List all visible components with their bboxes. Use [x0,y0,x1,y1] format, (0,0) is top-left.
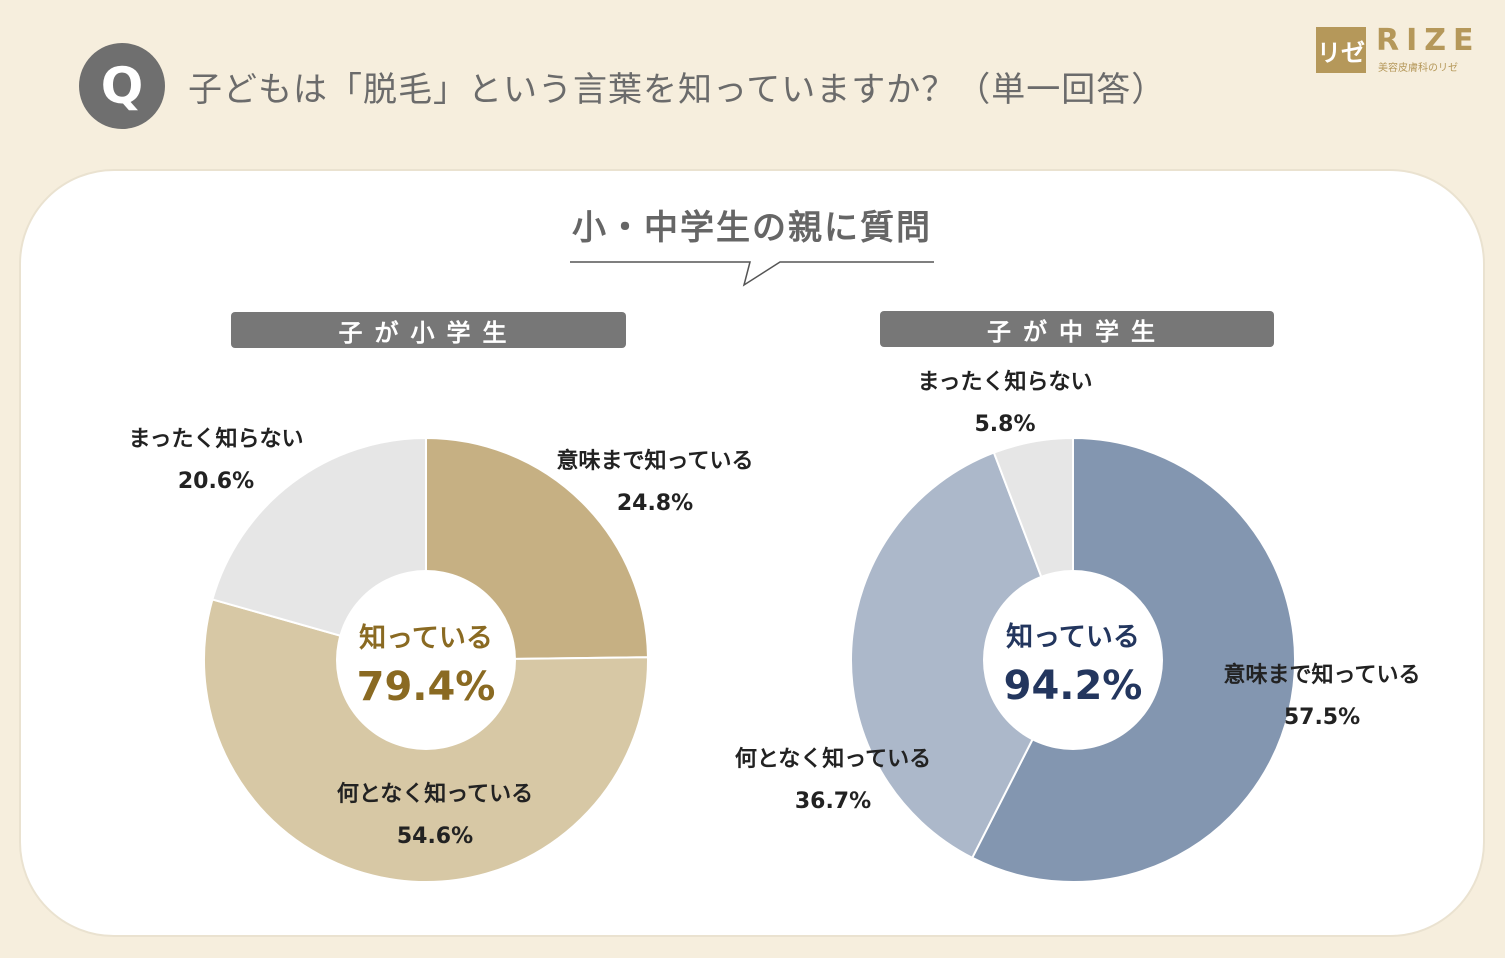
elementary-tag: 子が小学生 [231,312,626,348]
elem-center-label: 知っている [359,623,493,654]
logo-word: RIZE [1376,23,1481,58]
subtitle-bubble-line [570,261,934,287]
mid-slice-know-vaguely [850,451,1075,860]
rize-logo: リゼ RIZE 美容皮膚科のリゼ [1316,23,1480,74]
mid-know-vaguely-text: 何となく知っている [734,747,932,772]
question-title: 子どもは「脱毛」という言葉を知っていますか？（単一回答） [188,70,1167,110]
mid-center-label: 知っている [1006,622,1140,653]
elem-unknown-text: まったく知らない [128,427,304,452]
mid-unknown-text: まったく知らない [917,370,1093,395]
mid-label-know-vaguely: 何となく知っている 36.7% [735,739,931,823]
elem-know-meaning-text: 意味まで知っている [556,449,754,474]
elem-donut-hole [336,570,516,750]
mid-label-unknown: まったく知らない 5.8% [917,362,1092,446]
elem-label-unknown: まったく知らない 20.6% [128,419,303,503]
elem-label-know-vaguely: 何となく知っている 54.6% [337,774,533,858]
elem-center-value: 79.4% [356,664,496,710]
survey-subtitle: 小・中学生の親に質問 [572,208,932,248]
elem-label-know-meaning: 意味まで知っている 24.8% [557,441,754,525]
mid-know-meaning-value: 57.5% [1283,705,1361,730]
elem-know-vaguely-text: 何となく知っている [336,782,534,807]
mid-unknown-value: 5.8% [974,412,1036,437]
logo-mark: リゼ [1316,27,1366,73]
q-badge: Q [79,43,165,129]
elem-know-meaning-value: 24.8% [616,491,694,516]
mid-label-know-meaning: 意味まで知っている 57.5% [1224,655,1421,739]
middle-school-tag: 子が中学生 [880,311,1274,347]
mid-center-value: 94.2% [1003,663,1143,709]
elem-know-vaguely-value: 54.6% [396,824,474,849]
mid-donut-hole [983,570,1163,750]
mid-know-meaning-text: 意味まで知っている [1223,663,1421,688]
elem-unknown-value: 20.6% [177,469,255,494]
mid-know-vaguely-value: 36.7% [794,789,872,814]
logo-subtext: 美容皮膚科のリゼ [1378,63,1458,74]
